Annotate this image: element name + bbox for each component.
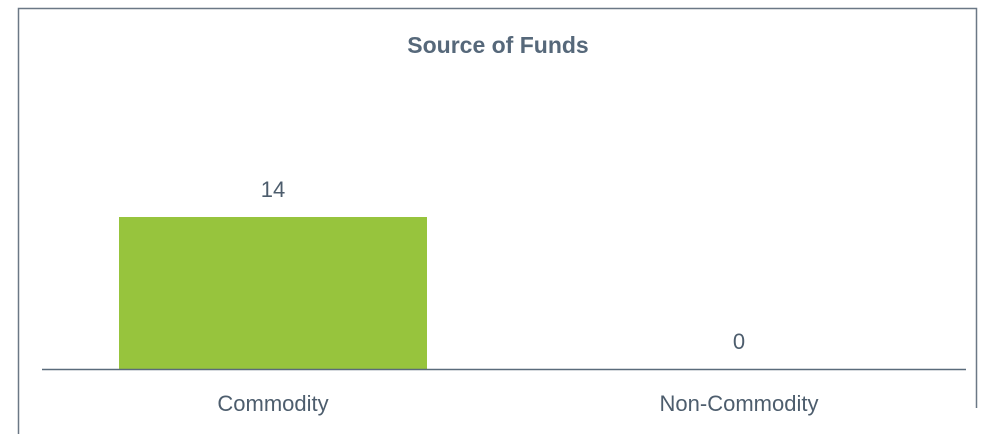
- bar: [119, 217, 427, 369]
- chart-frame: [17, 7, 978, 434]
- x-tick-label: Non-Commodity: [660, 391, 819, 416]
- chart-title: Source of Funds: [407, 32, 588, 58]
- data-label: 14: [261, 177, 285, 202]
- data-label: 0: [733, 329, 745, 354]
- x-tick-label: Commodity: [217, 391, 328, 416]
